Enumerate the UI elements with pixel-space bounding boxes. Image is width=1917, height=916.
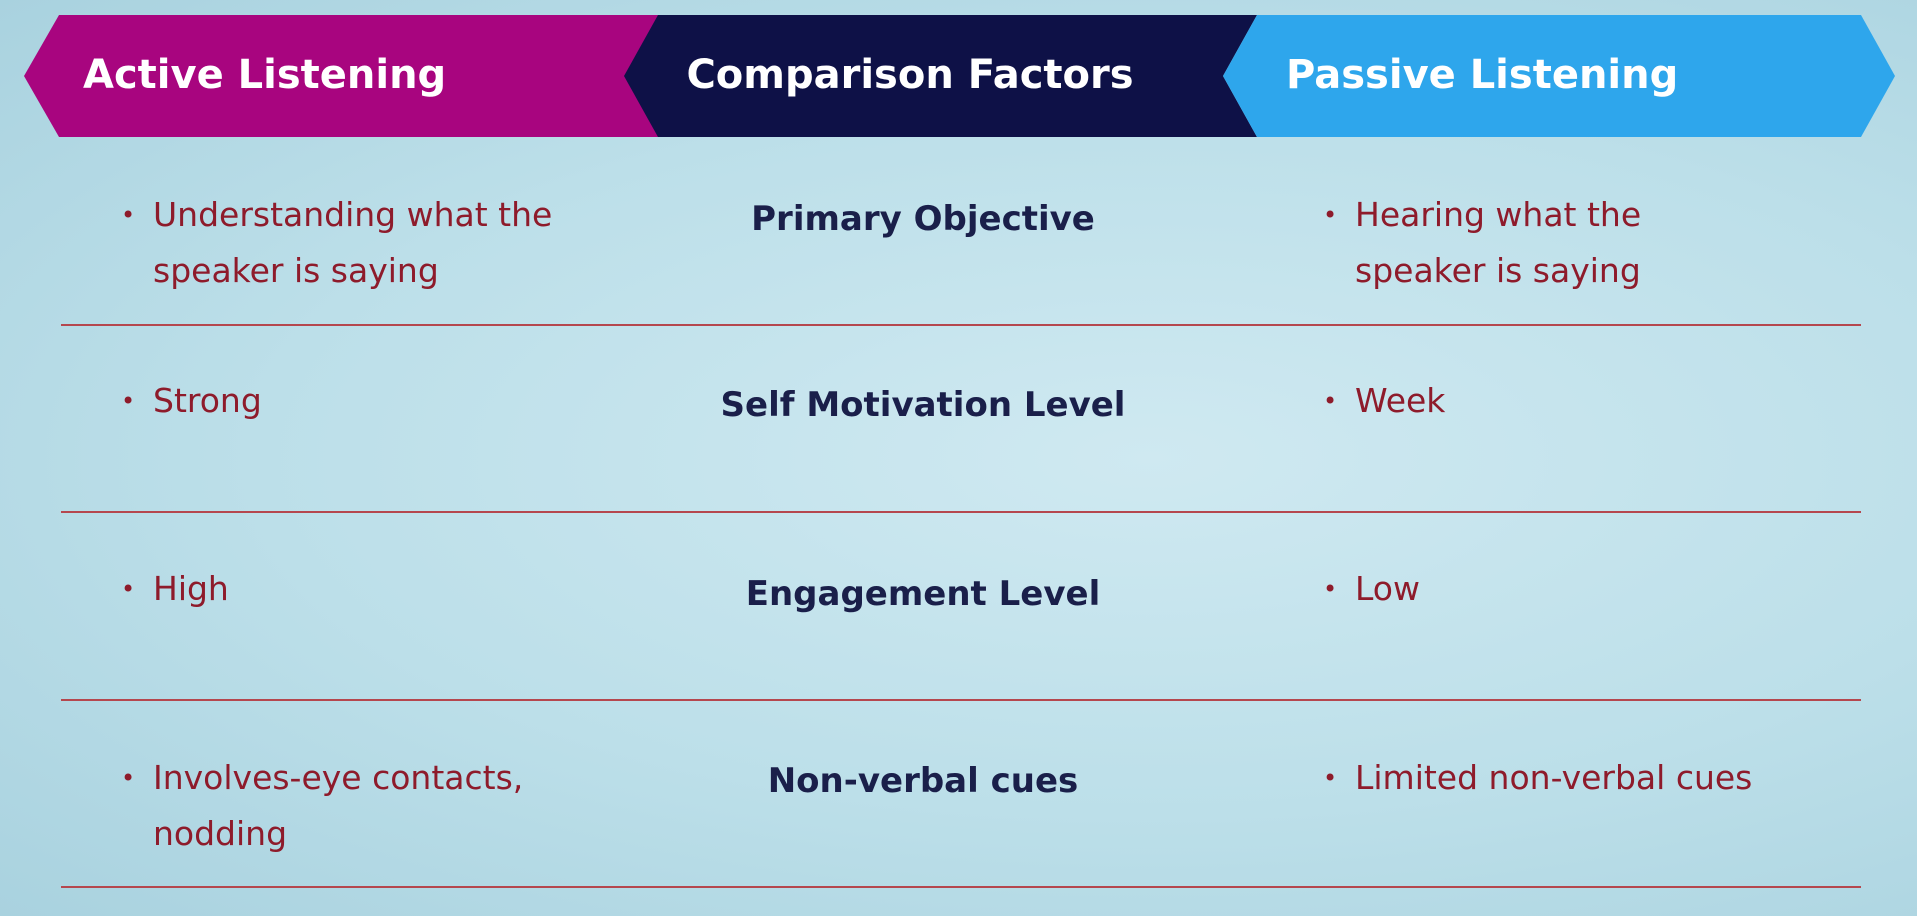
row-divider bbox=[61, 699, 1861, 701]
row-divider bbox=[61, 511, 1861, 513]
active-point: Strong bbox=[121, 373, 553, 429]
active-point: Understanding what the speaker is saying bbox=[121, 187, 553, 299]
header-passive: Passive Listening bbox=[1286, 52, 1678, 98]
factor-label: Self Motivation Level bbox=[720, 385, 1126, 425]
passive-banner bbox=[1223, 15, 1895, 137]
factor-label: Engagement Level bbox=[745, 574, 1101, 614]
active-point: Involves-eye contacts, nodding bbox=[121, 750, 553, 862]
header-factors: Comparison Factors bbox=[686, 52, 1133, 98]
factor-label: Primary Objective bbox=[751, 199, 1095, 239]
passive-point: Week bbox=[1323, 373, 1755, 429]
factor-label: Non-verbal cues bbox=[767, 761, 1079, 801]
active-point: High bbox=[121, 561, 553, 617]
row-divider bbox=[61, 886, 1861, 888]
factors-banner bbox=[624, 15, 1257, 137]
header-active: Active Listening bbox=[83, 52, 446, 98]
passive-point: Hearing what the speaker is saying bbox=[1323, 187, 1755, 299]
passive-point: Low bbox=[1323, 561, 1755, 617]
header: Active Listening Comparison Factors Pass… bbox=[24, 15, 1895, 137]
row-divider bbox=[61, 324, 1861, 326]
passive-point: Limited non-verbal cues bbox=[1323, 750, 1755, 806]
active-banner bbox=[24, 15, 660, 137]
